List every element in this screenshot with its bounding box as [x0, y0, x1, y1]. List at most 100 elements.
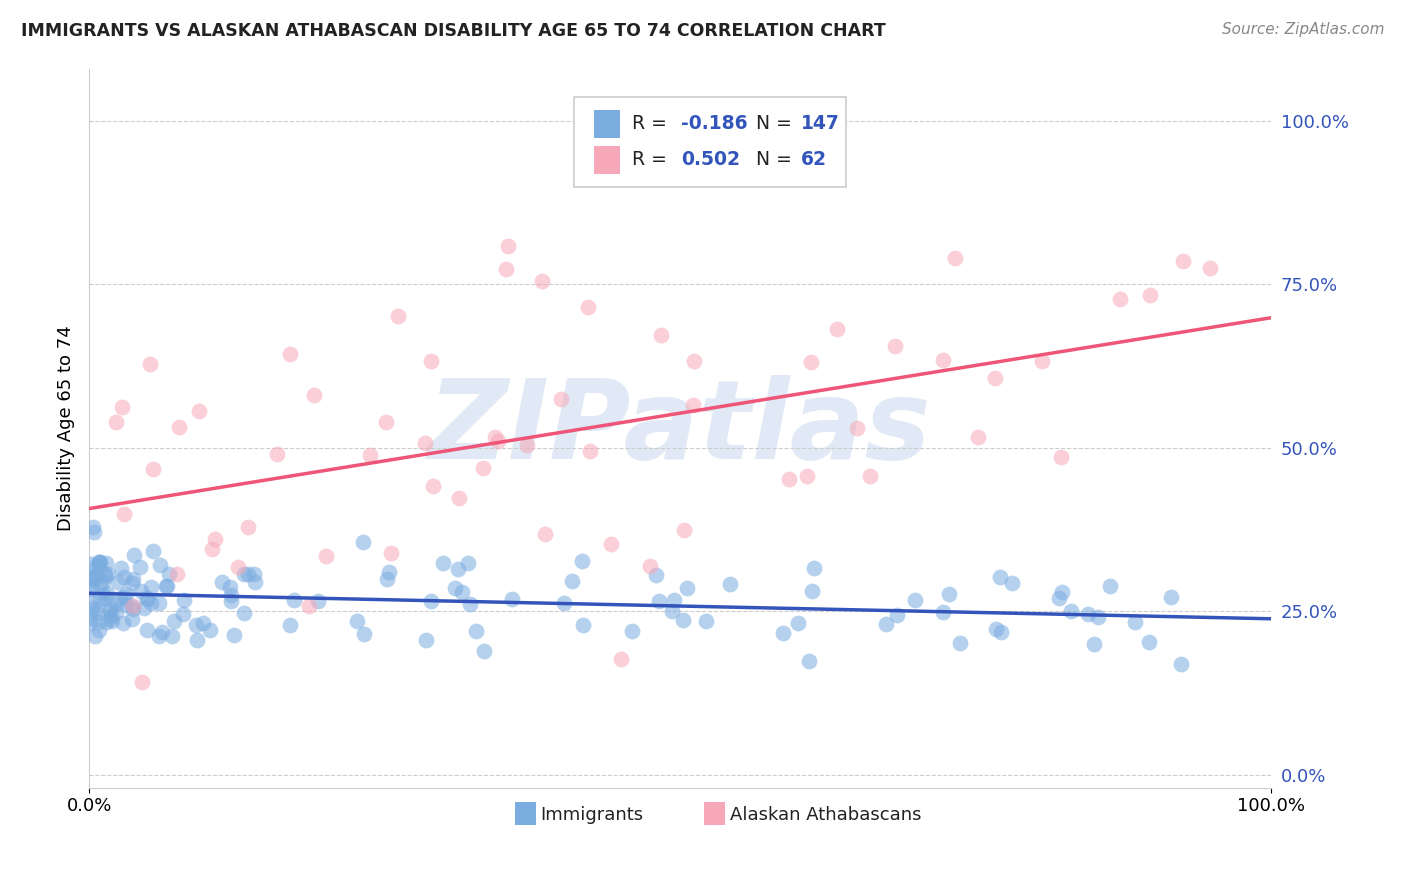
Point: [101, 615, 124, 629]
Point: [91, 575, 114, 590]
Point: [984, 371, 1007, 385]
Point: [422, 479, 444, 493]
Point: [620, 624, 643, 639]
Point: [1173, 254, 1195, 268]
Point: [1108, 292, 1130, 306]
Point: [986, 622, 1008, 636]
Point: [1123, 615, 1146, 630]
Point: [82, 572, 104, 586]
Point: [243, 567, 266, 582]
Point: [938, 587, 960, 601]
Point: [100, 601, 122, 615]
Point: [644, 567, 666, 582]
Point: [82, 571, 104, 585]
Point: [1083, 637, 1105, 651]
Point: [129, 584, 152, 599]
Text: Immigrants: Immigrants: [540, 806, 644, 824]
Point: [496, 238, 519, 252]
Point: [105, 597, 128, 611]
Point: [443, 581, 465, 595]
Point: [315, 549, 337, 563]
Bar: [593, 146, 620, 174]
Point: [79, 611, 101, 625]
Point: [415, 633, 437, 648]
Point: [129, 560, 152, 574]
Point: [420, 353, 443, 368]
Point: [93, 588, 115, 602]
Point: [243, 574, 266, 589]
Point: [93, 568, 115, 582]
Point: [472, 460, 495, 475]
Point: [142, 462, 165, 476]
Point: [226, 559, 249, 574]
Text: 147: 147: [800, 114, 839, 134]
Point: [447, 562, 470, 576]
Y-axis label: Disability Age 65 to 74: Disability Age 65 to 74: [58, 326, 75, 531]
Point: [302, 388, 325, 402]
Point: [609, 651, 631, 665]
Point: [82, 519, 104, 533]
Point: [682, 354, 704, 368]
Point: [534, 527, 557, 541]
Point: [141, 580, 163, 594]
Point: [184, 618, 207, 632]
Point: [122, 599, 145, 614]
Point: [80, 558, 103, 572]
Point: [131, 674, 153, 689]
Point: [266, 447, 288, 461]
FancyBboxPatch shape: [574, 97, 845, 187]
Bar: [704, 802, 725, 825]
Point: [449, 491, 471, 506]
Point: [1137, 634, 1160, 648]
Point: [82, 600, 104, 615]
Text: R =: R =: [631, 151, 672, 169]
Point: [110, 560, 132, 574]
Point: [904, 593, 927, 607]
Point: [796, 469, 818, 483]
Text: N =: N =: [756, 114, 797, 134]
Point: [132, 600, 155, 615]
Point: [413, 435, 436, 450]
Point: [353, 627, 375, 641]
Point: [96, 585, 118, 599]
Point: [859, 469, 882, 483]
Point: [86, 607, 108, 621]
Point: [112, 615, 135, 630]
Text: 0.502: 0.502: [682, 151, 741, 169]
Point: [778, 472, 800, 486]
Point: [89, 558, 111, 573]
Point: [86, 602, 108, 616]
Point: [122, 548, 145, 562]
Point: [307, 594, 329, 608]
Point: [571, 554, 593, 568]
Point: [648, 594, 671, 608]
Point: [121, 612, 143, 626]
Point: [142, 544, 165, 558]
Point: [162, 629, 184, 643]
Point: [166, 567, 188, 582]
Point: [886, 607, 908, 622]
Point: [80, 582, 103, 597]
Text: Source: ZipAtlas.com: Source: ZipAtlas.com: [1222, 22, 1385, 37]
Point: [121, 599, 143, 613]
Point: [84, 568, 107, 582]
Point: [484, 430, 506, 444]
Point: [112, 590, 135, 604]
Point: [139, 596, 162, 610]
Point: [600, 537, 623, 551]
Point: [638, 559, 661, 574]
Point: [83, 524, 105, 539]
Point: [83, 571, 105, 585]
Point: [378, 565, 401, 579]
Point: [221, 594, 243, 608]
Point: [457, 556, 479, 570]
Point: [561, 574, 583, 589]
Text: 62: 62: [800, 151, 827, 169]
Point: [359, 448, 381, 462]
Point: [198, 624, 221, 638]
Point: [111, 400, 134, 414]
Point: [79, 616, 101, 631]
Point: [121, 572, 143, 586]
Text: R =: R =: [631, 114, 672, 134]
Point: [661, 604, 683, 618]
